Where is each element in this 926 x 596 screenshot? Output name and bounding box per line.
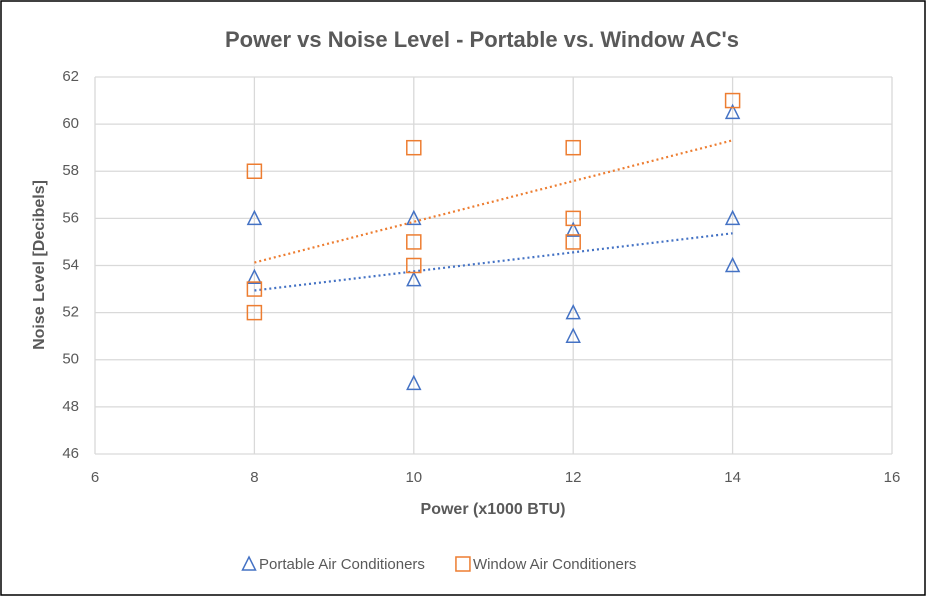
trendline — [254, 232, 733, 292]
y-tick-label: 62 — [62, 68, 79, 85]
y-tick-label: 50 — [62, 351, 79, 368]
y-tick-label: 46 — [62, 445, 79, 462]
square-marker — [565, 210, 581, 227]
square-marker — [246, 163, 263, 179]
y-tick-label: 52 — [62, 304, 79, 321]
square-marker — [565, 139, 581, 156]
y-tick-label: 60 — [62, 115, 79, 132]
y-tick-label: 58 — [62, 162, 79, 179]
square-marker — [455, 556, 471, 572]
chart-title: Power vs Noise Level - Portable vs. Wind… — [225, 27, 739, 52]
square-marker — [724, 92, 741, 109]
legend-label: Portable Air Conditioners — [259, 556, 425, 573]
x-tick-label: 8 — [250, 469, 258, 486]
triangle-marker — [724, 209, 741, 226]
triangle-marker — [565, 221, 581, 237]
triangle-marker — [565, 327, 581, 343]
x-tick-label: 10 — [405, 469, 422, 486]
triangle-marker — [724, 103, 741, 120]
y-tick-label: 48 — [62, 398, 79, 415]
square-marker — [406, 139, 422, 156]
legend-label: Window Air Conditioners — [473, 556, 636, 573]
square-marker — [565, 234, 581, 250]
x-axis-title: Power (x1000 BTU) — [421, 501, 566, 518]
x-tick-label: 12 — [565, 469, 582, 486]
triangle-marker — [246, 209, 263, 226]
triangle-marker — [406, 270, 422, 287]
square-marker — [406, 234, 422, 250]
triangle-marker — [406, 209, 422, 226]
triangle-marker — [241, 555, 257, 571]
x-tick-label: 16 — [884, 469, 901, 486]
y-tick-label: 56 — [62, 209, 79, 226]
trendline — [254, 139, 733, 264]
square-marker — [406, 257, 422, 274]
x-tick-label: 6 — [91, 469, 99, 486]
square-marker — [246, 304, 263, 321]
y-tick-label: 54 — [62, 256, 79, 273]
square-marker — [246, 281, 263, 297]
triangle-marker — [724, 256, 741, 273]
triangle-marker — [565, 303, 581, 320]
x-tick-label: 14 — [724, 469, 741, 486]
triangle-marker — [246, 268, 263, 285]
y-axis-title: Noise Level [Decibels] — [31, 180, 48, 350]
triangle-marker — [406, 374, 422, 391]
